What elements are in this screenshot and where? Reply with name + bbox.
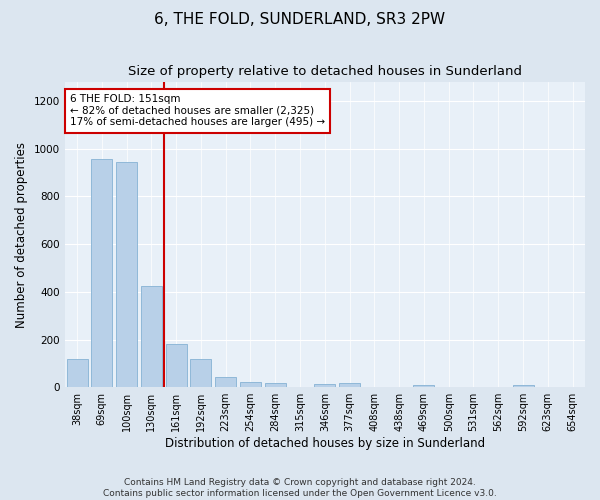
Text: 6 THE FOLD: 151sqm
← 82% of detached houses are smaller (2,325)
17% of semi-deta: 6 THE FOLD: 151sqm ← 82% of detached hou… [70,94,325,128]
Bar [314,384,335,387]
Bar [265,383,286,387]
Bar [91,160,112,387]
Y-axis label: Number of detached properties: Number of detached properties [15,142,28,328]
Bar [190,358,211,387]
Bar [166,344,187,387]
Bar [240,382,261,387]
Bar [512,386,533,387]
Text: Contains HM Land Registry data © Crown copyright and database right 2024.
Contai: Contains HM Land Registry data © Crown c… [103,478,497,498]
Bar [141,286,162,387]
Bar [215,377,236,387]
Bar [116,162,137,387]
Bar [339,383,360,387]
Bar [413,386,434,387]
X-axis label: Distribution of detached houses by size in Sunderland: Distribution of detached houses by size … [165,437,485,450]
Title: Size of property relative to detached houses in Sunderland: Size of property relative to detached ho… [128,65,522,78]
Bar [67,358,88,387]
Text: 6, THE FOLD, SUNDERLAND, SR3 2PW: 6, THE FOLD, SUNDERLAND, SR3 2PW [154,12,446,28]
